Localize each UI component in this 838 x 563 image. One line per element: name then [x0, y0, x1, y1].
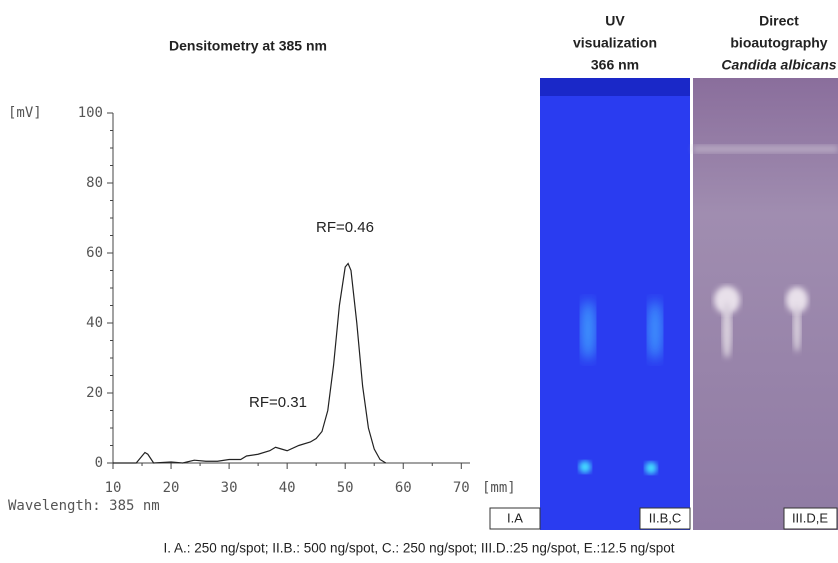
footnote: Wavelength: 385 nm [8, 498, 160, 514]
y-tick-label: 80 [86, 175, 103, 191]
caption: I. A.: 250 ng/spot; II.B.: 500 ng/spot, … [163, 541, 674, 556]
chart-title: Densitometry at 385 nm [169, 38, 327, 54]
panel-labels: I.A II.B,C III.D,E [489, 507, 838, 530]
panel-title: UV [605, 13, 625, 29]
x-tick-label: 50 [337, 480, 354, 496]
bio-spot [786, 287, 808, 313]
plates [540, 78, 838, 530]
bio-band [693, 145, 838, 153]
line-series [113, 262, 387, 464]
x-tick-label: 40 [279, 480, 296, 496]
uv-spot [645, 462, 657, 474]
panel-title: Direct [759, 13, 799, 29]
x-tick-label: 20 [163, 480, 180, 496]
panel-label: II.B,C [649, 510, 682, 525]
uv-spot [648, 300, 662, 360]
y-tick-label: 100 [78, 105, 103, 121]
y-tick-label: 20 [86, 385, 103, 401]
panel-label: I.A [507, 510, 523, 525]
x-tick-label: 30 [221, 480, 238, 496]
label-box [639, 507, 691, 530]
uv-spot [581, 300, 595, 360]
annotation: RF=0.46 [316, 219, 374, 236]
x-tick-label: 70 [453, 480, 470, 496]
panel-title: bioautography [730, 35, 827, 51]
y-tick-label: 0 [95, 455, 103, 471]
bio-spot [722, 302, 732, 358]
uv-plate [540, 78, 690, 530]
bio-spot [714, 286, 740, 314]
x-axis-label: [mm] [482, 480, 516, 496]
y-tick-label: 40 [86, 315, 103, 331]
y-tick-label: 60 [86, 245, 103, 261]
panel-label: III.D,E [792, 510, 828, 525]
label-box [783, 507, 838, 530]
x-tick-label: 60 [395, 480, 412, 496]
panel-title: 366 nm [591, 57, 639, 73]
panel-title: visualization [573, 35, 657, 51]
uv-spot [579, 461, 591, 473]
annotation: RF=0.31 [249, 394, 307, 411]
uv-plate-top [540, 78, 690, 96]
y-axis-label: [mV] [8, 105, 42, 121]
label-box [489, 507, 541, 530]
bio-spot [793, 304, 801, 352]
panel-title: Candida albicans [721, 57, 836, 73]
x-tick-label: 10 [105, 480, 122, 496]
